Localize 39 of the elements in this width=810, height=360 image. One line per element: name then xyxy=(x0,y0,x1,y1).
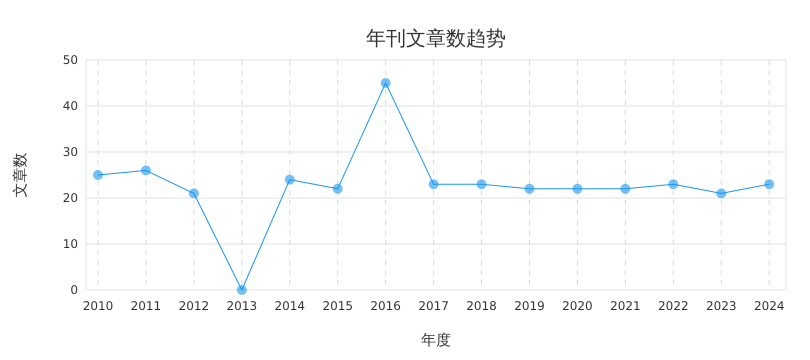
y-tick-label: 0 xyxy=(70,283,78,297)
x-tick-label: 2019 xyxy=(514,299,545,313)
point xyxy=(92,170,103,180)
x-tick-label: 2015 xyxy=(322,299,353,313)
point xyxy=(668,179,678,190)
x-tick-label: 2021 xyxy=(610,299,641,313)
x-tick-label: 2013 xyxy=(226,299,258,313)
point xyxy=(572,184,582,194)
y-tick-label: 50 xyxy=(62,53,78,67)
point xyxy=(476,179,487,190)
x-axis-title: 年度 xyxy=(421,331,451,349)
point xyxy=(716,188,726,198)
x-tick-label: 2012 xyxy=(178,299,210,313)
x-tick-label: 2017 xyxy=(418,299,449,313)
y-tick-label: 20 xyxy=(62,191,78,205)
y-tick-label: 30 xyxy=(62,145,78,159)
x-tick-label: 2023 xyxy=(706,299,737,313)
point xyxy=(524,184,534,194)
point xyxy=(764,179,774,190)
y-tick-label: 40 xyxy=(62,99,78,113)
x-tick-label: 2014 xyxy=(274,299,306,313)
x-tick-label: 2011 xyxy=(130,299,162,313)
point xyxy=(380,78,391,88)
point xyxy=(140,165,151,176)
x-tick-label: 2018 xyxy=(466,299,497,313)
y-tick-label: 10 xyxy=(62,237,78,251)
point xyxy=(332,184,343,194)
point xyxy=(620,184,630,194)
point xyxy=(428,179,439,190)
x-tick-label: 2010 xyxy=(82,299,114,313)
point xyxy=(188,188,199,198)
point xyxy=(284,174,295,185)
x-tick-label: 2024 xyxy=(754,299,784,313)
x-tick-label: 2016 xyxy=(370,299,401,313)
point xyxy=(236,285,247,295)
x-tick-label: 2022 xyxy=(658,299,689,313)
y-axis-title: 文章数 xyxy=(11,152,29,198)
x-tick-label: 2020 xyxy=(562,299,593,313)
chart-title: 年刊文章数趋势 xyxy=(366,26,506,50)
